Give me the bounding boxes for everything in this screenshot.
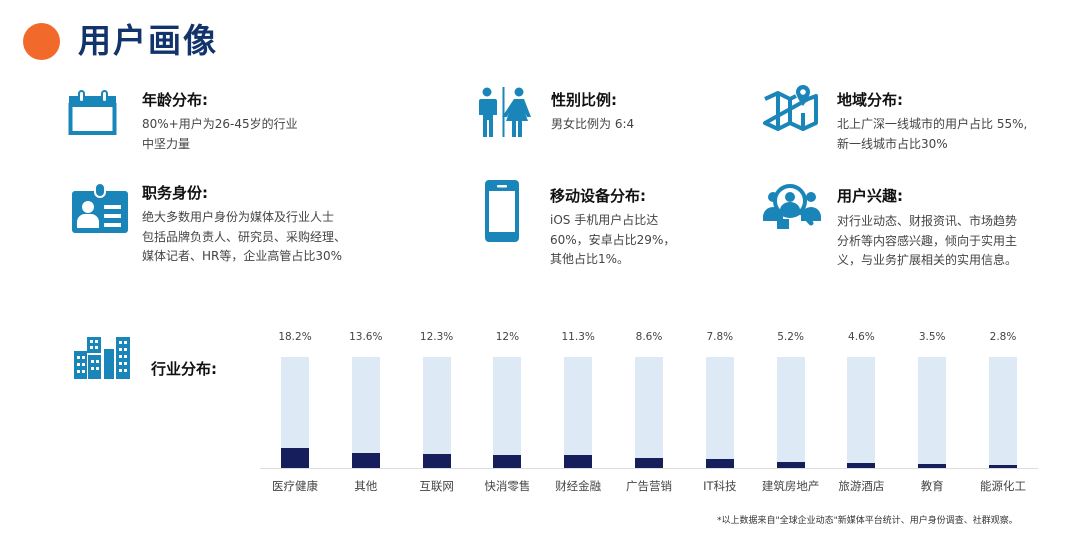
page-title: 用户画像 [78, 21, 218, 60]
bar-track [705, 357, 734, 468]
bar-value-label: 7.8% [706, 331, 734, 343]
feature-title: 职务身份: [142, 184, 208, 202]
feature-mobile: 移动设备分布: iOS 手机用户占比达 60%，安卓占比29%， 其他占比1%。 [485, 180, 735, 270]
bar-column: 12% 快消零售 [472, 325, 542, 500]
bar-track [351, 357, 380, 468]
bar-category-label: 财经金融 [555, 479, 602, 493]
bar-track [422, 357, 451, 468]
bar-column: 8.6% 广告营销 [614, 325, 684, 500]
bar-fill [493, 455, 522, 468]
bar-column: 5.2% 建筑房地产 [756, 325, 826, 500]
bar-track [989, 357, 1017, 468]
bar-column: 7.8% IT科技 [685, 325, 755, 500]
feature-title: 移动设备分布: [550, 187, 646, 205]
bar-category-label: 建筑房地产 [761, 479, 820, 493]
bar-value-label: 11.3% [561, 331, 595, 343]
feature-title: 年龄分布: [142, 91, 208, 109]
feature-desc: iOS 手机用户占比达 60%，安卓占比29%， 其他占比1%。 [550, 213, 676, 266]
bar-value-label: 3.5% [918, 331, 946, 343]
bar-value-label: 12% [495, 331, 520, 343]
bar-category-label: 旅游酒店 [838, 479, 885, 493]
bar-column: 2.8% 能源化工 [968, 325, 1038, 500]
bar-track [918, 357, 947, 468]
mobile-phone-icon [485, 180, 519, 246]
bar-column: 13.6% 其他 [331, 325, 401, 500]
feature-title: 用户兴趣: [837, 187, 903, 205]
bar-value-label: 5.2% [777, 331, 804, 343]
bar-track [776, 357, 805, 468]
id-badge-icon [72, 182, 128, 237]
bar-track [847, 357, 876, 468]
bar-track [281, 357, 309, 468]
bar-category-label: 广告营销 [626, 479, 672, 493]
title-accent-dot [23, 23, 60, 60]
bar-track [493, 357, 522, 468]
bar-fill [705, 459, 734, 468]
bar-value-label: 18.2% [278, 331, 312, 343]
bar-category-label: 快消零售 [484, 479, 531, 493]
feature-gender: 性别比例: 男女比例为 6:4 [476, 87, 726, 147]
chart-baseline [260, 468, 1038, 469]
bar-column: 18.2% 医疗健康 [260, 325, 330, 500]
bar-value-label: 8.6% [635, 331, 663, 343]
feature-region: 地域分布: 北上广深一线城市的用户占比 55%, 新一线城市占比30% [762, 85, 1072, 160]
bar-category-label: 互联网 [419, 479, 454, 493]
feature-desc: 绝大多数用户身份为媒体及行业人士 包括品牌负责人、研究员、采购经理、 媒体记者、… [142, 210, 347, 263]
bar-category-label: 其他 [354, 479, 378, 493]
bar-fill [422, 454, 451, 468]
bar-value-label: 2.8% [989, 331, 1017, 343]
bar-track [635, 357, 663, 468]
buildings-icon [74, 337, 130, 383]
feature-title: 地域分布: [837, 91, 903, 109]
bar-fill [635, 458, 663, 468]
bar-category-label: 医疗健康 [272, 479, 318, 493]
calendar-icon [68, 90, 118, 140]
feature-age: 年龄分布: 80%+用户为26-45岁的行业 中坚力量 [68, 90, 368, 160]
user-search-icon [763, 183, 821, 237]
industry-title: 行业分布: [151, 360, 217, 378]
feature-desc: 北上广深一线城市的用户占比 55%, 新一线城市占比30% [837, 117, 1028, 151]
bar-column: 11.3% 财经金融 [543, 325, 613, 500]
bar-column: 12.3% 互联网 [402, 325, 472, 500]
feature-title: 性别比例: [551, 91, 617, 109]
bar-category-label: 能源化工 [980, 479, 1026, 493]
feature-desc: 80%+用户为26-45岁的行业 中坚力量 [142, 117, 298, 151]
gender-icon [476, 87, 532, 143]
bar-value-label: 12.3% [419, 331, 454, 343]
bar-category-label: IT科技 [703, 479, 737, 493]
bar-fill [564, 455, 593, 468]
feature-desc: 对行业动态、财报资讯、市场趋势 分析等内容感兴趣，倾向于实用主 义，与业务扩展相… [837, 214, 1018, 267]
bar-fill [281, 448, 309, 468]
bar-column: 3.5% 教育 [897, 325, 967, 500]
feature-desc: 男女比例为 6:4 [551, 117, 635, 131]
bar-category-label: 教育 [920, 479, 944, 493]
bar-fill [351, 453, 380, 468]
bar-fill [918, 464, 947, 468]
feature-interests: 用户兴趣: 对行业动态、财报资讯、市场趋势 分析等内容感兴趣，倾向于实用主 义，… [763, 183, 1073, 278]
bar-fill [847, 463, 876, 468]
bar-fill [989, 465, 1017, 468]
bar-fill [776, 462, 805, 468]
feature-job: 职务身份: 绝大多数用户身份为媒体及行业人士 包括品牌负责人、研究员、采购经理、… [72, 182, 392, 273]
industry-bar-chart: 18.2% 医疗健康 13.6% 其他 12.3% 互联网 12% 快消零售 11.3% 财经金融… [260, 325, 1050, 500]
footnote: *以上数据来自"全球企业动态"新媒体平台统计、用户身份调查、社群观察。 [717, 516, 1018, 526]
bar-track [564, 357, 593, 468]
bar-column: 4.6% 旅游酒店 [826, 325, 896, 500]
bar-value-label: 13.6% [349, 331, 383, 343]
bar-value-label: 4.6% [848, 331, 875, 343]
map-pin-icon [762, 85, 818, 135]
